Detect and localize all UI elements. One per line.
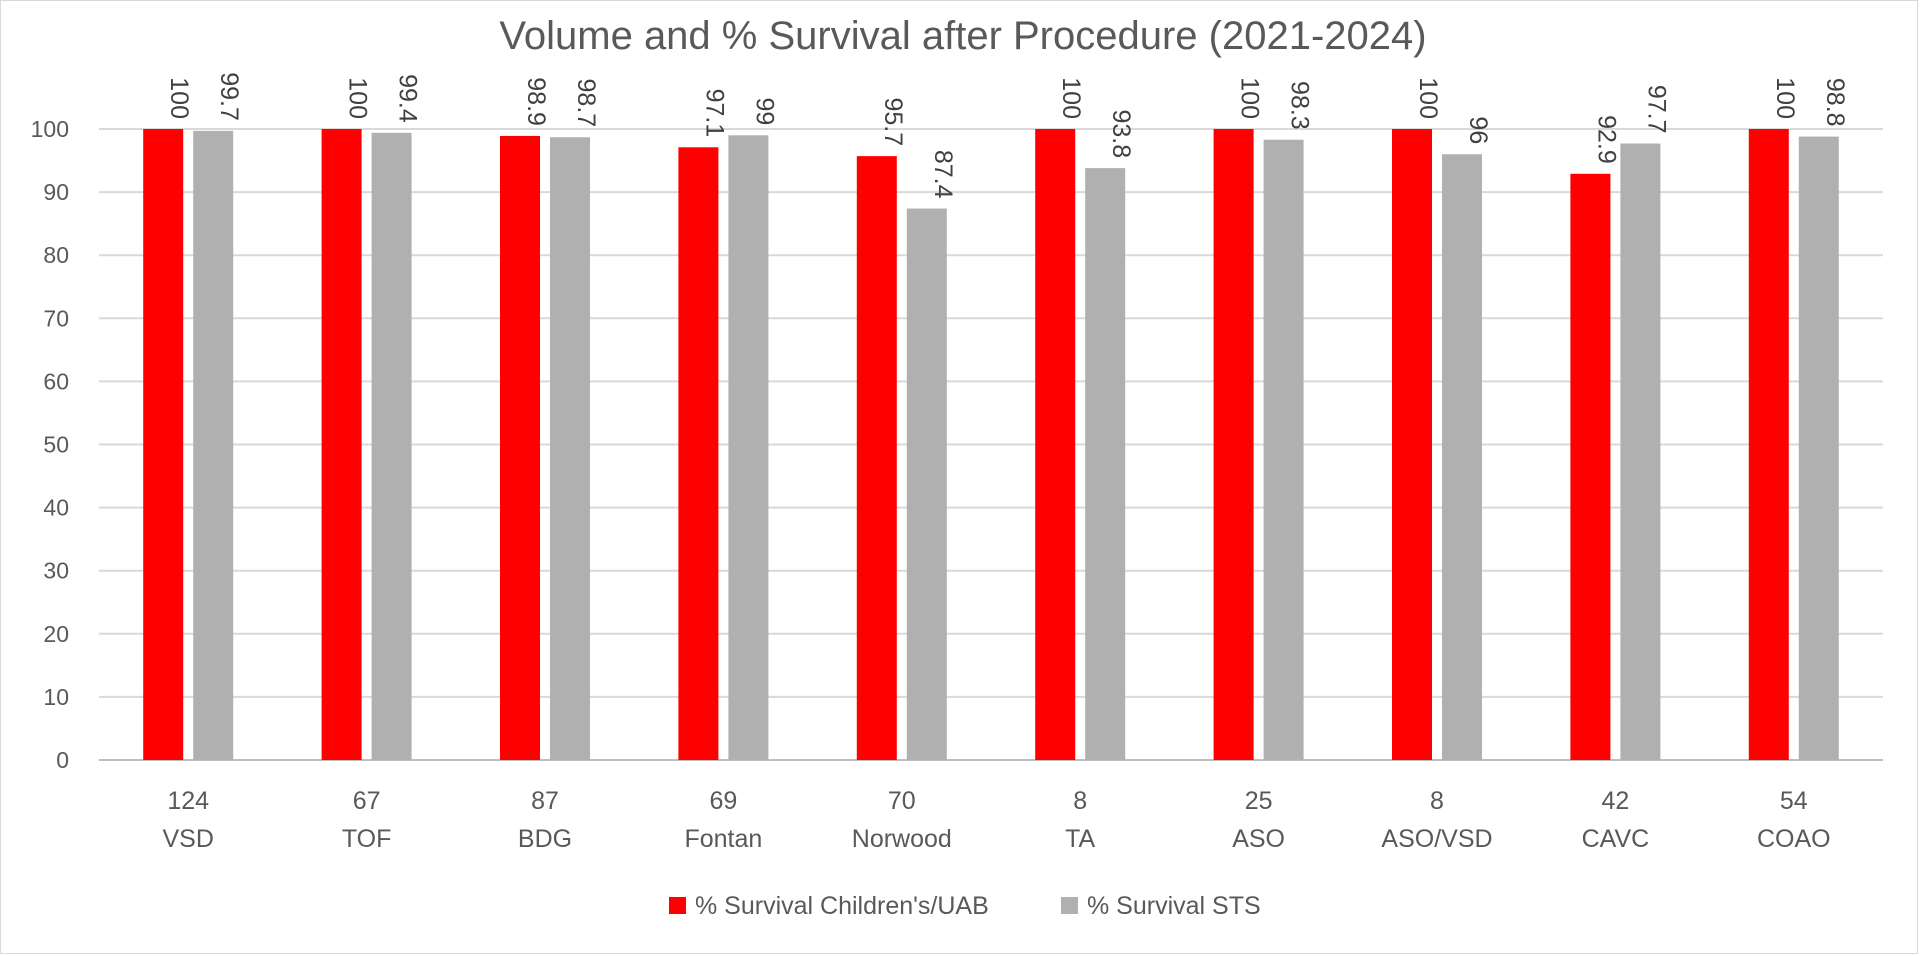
bar-sts-bdg	[550, 137, 590, 760]
data-label: 87.4	[929, 150, 957, 199]
data-label: 98.9	[522, 77, 550, 126]
x-axis: 124 VSD 67 TOF 87 BDG 69 Fontan 70 Norwood 8 TA 25 AS…	[162, 787, 1830, 853]
data-label: 99.7	[215, 72, 243, 121]
y-tick-label: 20	[43, 621, 69, 647]
bar-uab-tof	[321, 129, 362, 760]
chart-title: Volume and % Survival after Procedure (2…	[499, 14, 1426, 58]
y-tick-label: 0	[56, 747, 69, 773]
y-axis: 0 10 20 30 40 50 60 70 80 90 100	[31, 116, 69, 773]
bar-uab-cavc	[1570, 173, 1611, 760]
x-category-label: TA	[1065, 825, 1095, 853]
data-label: 96	[1464, 116, 1492, 144]
bar-uab-norwood	[856, 156, 897, 760]
data-labels: 100 99.7 100 99.4 98.9 98.7 97.1 99 95.7 87.4 100 9…	[165, 72, 1849, 198]
data-label: 98.3	[1286, 81, 1314, 130]
bar-uab-bdg	[500, 135, 540, 761]
bar-uab-aso	[1213, 129, 1254, 760]
data-label: 100	[1414, 77, 1442, 119]
bar-uab-ta	[1035, 129, 1076, 760]
data-label: 95.7	[879, 97, 907, 146]
x-volume-label: 67	[353, 787, 381, 815]
y-tick-label: 100	[31, 116, 69, 142]
legend-swatch	[1061, 897, 1078, 914]
data-label: 100	[344, 77, 372, 119]
x-category-label: COAO	[1757, 825, 1831, 853]
bar-sts-coao	[1798, 136, 1839, 760]
bar-sts-norwood	[906, 208, 947, 761]
x-category-label: ASO/VSD	[1381, 825, 1492, 853]
bar-uab-coao	[1748, 129, 1789, 760]
y-tick-label: 80	[43, 242, 69, 268]
y-tick-label: 40	[43, 495, 69, 521]
data-label: 100	[1771, 77, 1799, 119]
bar-sts-fontan	[728, 135, 769, 760]
x-volume-label: 42	[1601, 787, 1629, 815]
legend-label: % Survival Children's/UAB	[695, 892, 989, 920]
legend-label: % Survival STS	[1087, 892, 1261, 920]
bar-sts-aso	[1263, 139, 1304, 761]
y-tick-label: 30	[43, 558, 69, 584]
x-volume-label: 87	[531, 787, 559, 815]
bars	[143, 129, 1839, 761]
bar-sts-tof	[371, 132, 412, 760]
x-volume-label: 25	[1245, 787, 1273, 815]
x-category-label: CAVC	[1582, 825, 1650, 853]
data-label: 92.9	[1592, 115, 1620, 164]
x-volume-label: 8	[1430, 787, 1444, 815]
data-label: 93.8	[1107, 109, 1135, 158]
x-category-label: Fontan	[684, 825, 762, 853]
bar-uab-fontan	[678, 147, 719, 760]
y-tick-label: 50	[43, 432, 69, 458]
bar-sts-vsd	[193, 130, 234, 760]
x-category-label: ASO	[1232, 825, 1285, 853]
y-tick-label: 70	[43, 305, 69, 331]
x-category-label: TOF	[342, 825, 392, 853]
data-label: 99.4	[394, 74, 422, 123]
data-label: 99	[750, 97, 778, 125]
data-label: 100	[1236, 77, 1264, 119]
bar-uab-vsd	[143, 129, 184, 760]
legend: % Survival Children's/UAB % Survival STS	[669, 892, 1261, 920]
legend-swatch	[669, 897, 686, 914]
x-volume-label: 124	[167, 787, 209, 815]
y-tick-label: 90	[43, 179, 69, 205]
x-category-label: VSD	[162, 825, 213, 853]
data-label: 97.1	[700, 89, 728, 138]
data-label: 97.7	[1642, 85, 1670, 134]
gridlines	[99, 128, 1883, 761]
bar-uab-aso-vsd	[1392, 129, 1432, 760]
x-volume-label: 8	[1073, 787, 1087, 815]
data-label: 100	[165, 77, 193, 119]
bar-sts-ta	[1085, 168, 1126, 760]
bar-sts-aso-vsd	[1442, 154, 1482, 761]
y-tick-label: 10	[43, 684, 69, 710]
data-label: 100	[1057, 77, 1085, 119]
data-label: 98.7	[572, 79, 600, 128]
y-tick-label: 60	[43, 368, 69, 394]
x-category-label: Norwood	[852, 825, 952, 853]
bar-sts-cavc	[1620, 143, 1661, 760]
data-label: 98.8	[1821, 78, 1849, 127]
x-volume-label: 54	[1780, 787, 1808, 815]
x-category-label: BDG	[518, 825, 572, 853]
x-volume-label: 70	[888, 787, 916, 815]
x-volume-label: 69	[709, 787, 737, 815]
